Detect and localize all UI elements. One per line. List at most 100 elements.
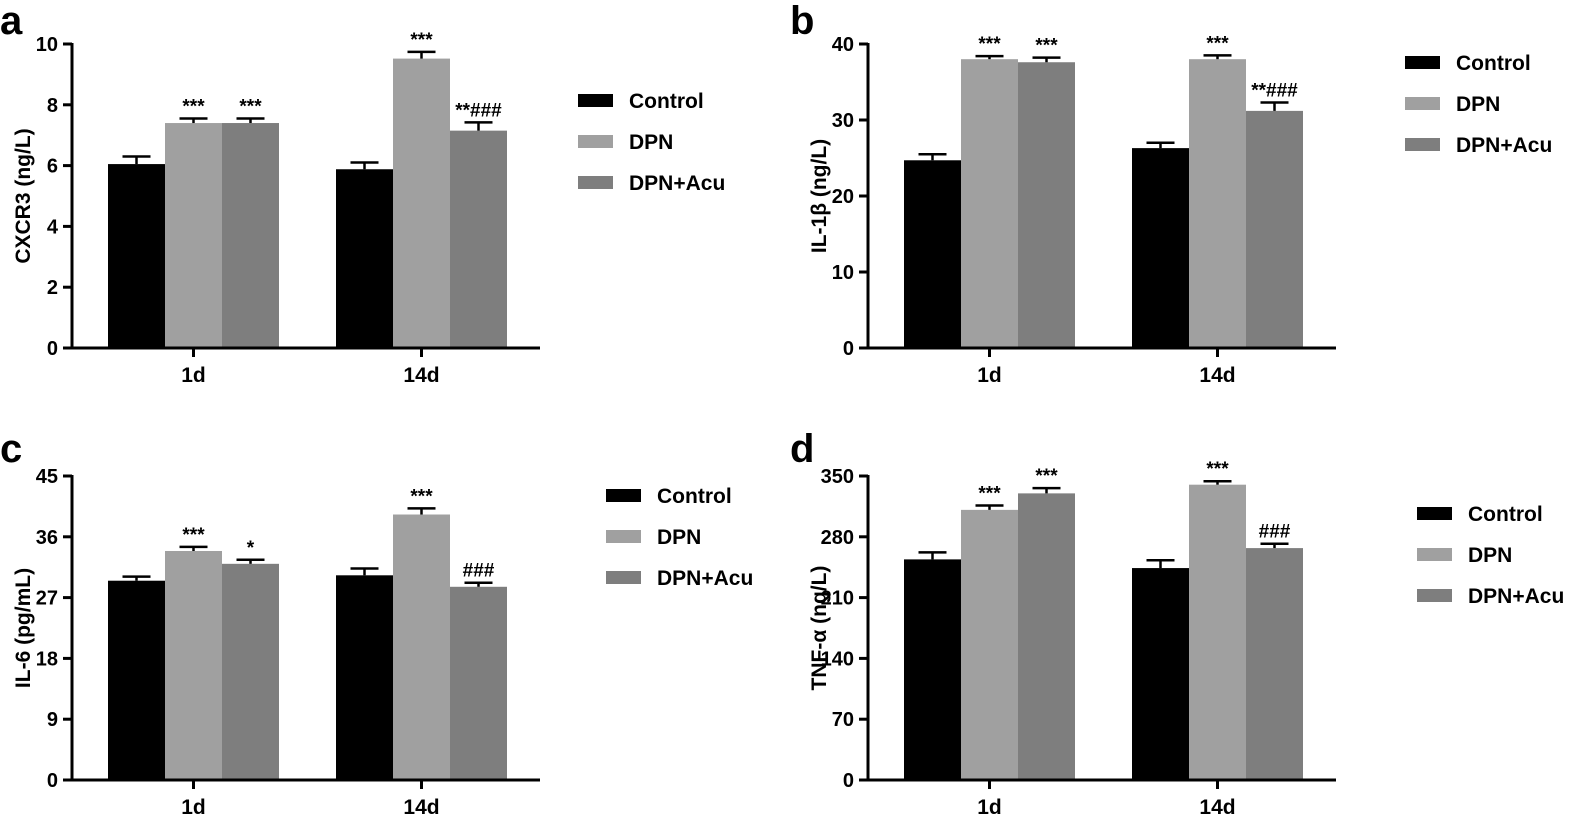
- significance-label: ***: [1035, 36, 1058, 57]
- legend-label: Control: [1468, 503, 1543, 526]
- bar: [1189, 484, 1246, 780]
- y-tick-label: 4: [47, 216, 59, 238]
- bar: [108, 164, 165, 348]
- legend-swatch: [1405, 138, 1440, 151]
- bar: [904, 559, 961, 780]
- significance-label: ***: [1035, 466, 1058, 487]
- significance-label: ***: [239, 96, 262, 117]
- x-tick-label: 14d: [1199, 796, 1235, 819]
- x-tick-label: 14d: [403, 796, 439, 819]
- plot-area: *** *** *** **### 0 10 20 30 40 1d 14d: [832, 33, 1336, 387]
- legend-label: DPN: [1456, 93, 1500, 116]
- y-tick-label: 36: [36, 527, 58, 549]
- bar: [1246, 110, 1303, 348]
- y-axis-label: TNF-α (ng/L): [808, 566, 831, 691]
- y-tick-label: 10: [832, 262, 854, 284]
- y-tick-label: 0: [843, 338, 854, 360]
- y-tick-label: 40: [832, 34, 854, 56]
- y-axis-label: IL-6 (pg/mL): [12, 568, 35, 688]
- panel-letter: d: [790, 427, 814, 471]
- legend-label: Control: [657, 485, 732, 508]
- bar: [336, 169, 393, 348]
- significance-label: ***: [182, 96, 205, 117]
- bar: [1132, 568, 1189, 780]
- significance-label: ###: [463, 561, 495, 582]
- bar: [336, 575, 393, 780]
- bar: [1018, 62, 1075, 349]
- x-tick-label: 1d: [977, 796, 1002, 819]
- bar: [1189, 59, 1246, 348]
- x-tick-label: 1d: [181, 796, 206, 819]
- significance-label: **###: [455, 100, 502, 121]
- x-tick-label: 1d: [977, 364, 1002, 387]
- y-tick-label: 350: [821, 466, 854, 488]
- panel-a: a CXCR3 (ng/L) *** *** *** **### 0 2 4 6 8 10 1d 14…: [0, 0, 725, 387]
- legend-swatch: [578, 176, 613, 189]
- legend-label: DPN+Acu: [1468, 585, 1564, 608]
- legend-label: DPN: [629, 131, 673, 154]
- legend: Control DPN DPN+Acu: [606, 485, 753, 590]
- y-tick-label: 9: [47, 709, 58, 731]
- legend-swatch: [578, 94, 613, 107]
- bar: [165, 550, 222, 780]
- legend-label: DPN: [657, 526, 701, 549]
- legend-swatch: [606, 489, 641, 502]
- legend-swatch: [578, 135, 613, 148]
- y-tick-label: 10: [36, 34, 58, 56]
- legend-label: DPN+Acu: [1456, 134, 1552, 157]
- legend-swatch: [1405, 56, 1440, 69]
- legend-label: DPN: [1468, 544, 1512, 567]
- bar: [108, 580, 165, 780]
- significance-label: ***: [978, 484, 1001, 505]
- legend-swatch: [1417, 548, 1452, 561]
- bar: [165, 123, 222, 348]
- panel-letter: c: [0, 427, 22, 471]
- legend-swatch: [1417, 589, 1452, 602]
- x-tick-label: 14d: [1199, 364, 1235, 387]
- legend-swatch: [606, 571, 641, 584]
- legend-label: DPN+Acu: [629, 172, 725, 195]
- plot-area: *** *** *** **### 0 2 4 6 8 10 1d 14d: [36, 30, 540, 387]
- y-tick-label: 27: [36, 588, 58, 610]
- bar: [222, 563, 279, 780]
- significance-label: ***: [978, 34, 1001, 55]
- significance-label: *: [247, 538, 255, 559]
- significance-label: **###: [1251, 81, 1298, 102]
- y-tick-label: 30: [832, 110, 854, 132]
- legend: Control DPN DPN+Acu: [1405, 52, 1552, 157]
- y-axis-label: IL-1β (ng/L): [808, 139, 831, 253]
- legend: Control DPN DPN+Acu: [1417, 503, 1564, 608]
- legend-swatch: [1405, 97, 1440, 110]
- legend: Control DPN DPN+Acu: [578, 90, 725, 195]
- y-tick-label: 0: [47, 770, 58, 792]
- panel-d: d TNF-α (ng/L) *** *** *** ### 0 70 140 210 280 3…: [790, 427, 1564, 819]
- significance-label: ***: [410, 30, 433, 51]
- panel-b: b IL-1β (ng/L) *** *** *** **### 0 10 20 30 40 1d…: [790, 0, 1552, 387]
- y-tick-label: 18: [36, 648, 58, 670]
- bar: [222, 123, 279, 348]
- y-tick-label: 45: [36, 466, 58, 488]
- legend-label: Control: [1456, 52, 1531, 75]
- significance-label: ###: [1259, 522, 1291, 543]
- y-tick-label: 70: [832, 709, 854, 731]
- y-tick-label: 20: [832, 186, 854, 208]
- bar: [393, 58, 450, 348]
- significance-label: ***: [182, 525, 205, 546]
- y-tick-label: 140: [821, 648, 854, 670]
- bar: [1132, 148, 1189, 348]
- y-tick-label: 0: [843, 770, 854, 792]
- bar: [1018, 493, 1075, 780]
- panel-letter: b: [790, 0, 814, 43]
- significance-label: ***: [1206, 459, 1229, 480]
- legend-label: Control: [629, 90, 704, 113]
- x-tick-label: 14d: [403, 364, 439, 387]
- y-axis-label: CXCR3 (ng/L): [12, 128, 35, 263]
- y-tick-label: 280: [821, 527, 854, 549]
- y-tick-label: 210: [821, 588, 854, 610]
- significance-label: ***: [1206, 33, 1229, 54]
- y-tick-label: 2: [47, 277, 58, 299]
- y-tick-label: 0: [47, 338, 58, 360]
- bar: [904, 160, 961, 348]
